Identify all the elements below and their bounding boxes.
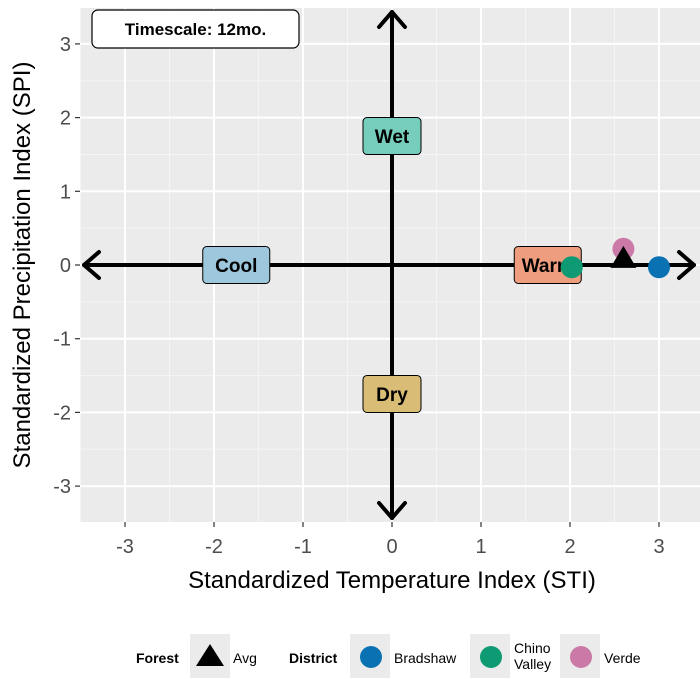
quadrant-axes bbox=[82, 10, 696, 520]
axis-ticks: -3 -2 -1 0 1 2 3 3 2 1 0 -1 -2 -3 bbox=[53, 34, 664, 558]
legend-circle-icon-chino-valley bbox=[480, 646, 502, 668]
quadrant-label-dry: Dry bbox=[376, 385, 408, 406]
legend: Forest Avg District Bradshaw Chino Valley… bbox=[136, 634, 641, 678]
legend-title-district: District bbox=[289, 650, 338, 666]
point-avg bbox=[610, 245, 637, 268]
point-bradshaw bbox=[648, 256, 670, 279]
quadrant-label-cool: Cool bbox=[215, 256, 257, 277]
y-axis-title: Standardized Precipitation Index (SPI) bbox=[9, 62, 36, 469]
y-tick-label: -2 bbox=[53, 402, 71, 424]
timescale-annotation: Timescale: 12mo. bbox=[91, 9, 300, 49]
x-axis-title: Standardized Temperature Index (STI) bbox=[188, 567, 596, 594]
y-tick-label: -3 bbox=[53, 476, 71, 498]
point-chino-valley bbox=[560, 256, 583, 279]
legend-triangle-icon bbox=[196, 644, 224, 666]
x-tick-label: -1 bbox=[294, 536, 312, 558]
y-tick-label: 3 bbox=[60, 34, 71, 56]
quadrant-label-box-cool bbox=[202, 246, 271, 284]
y-tick-label: 0 bbox=[60, 255, 71, 277]
quadrant-label-wet: Wet bbox=[375, 127, 410, 148]
x-tick-label: 3 bbox=[653, 536, 664, 558]
quadrant-label-warm: Warm bbox=[522, 256, 574, 277]
timescale-label: Timescale: 12mo. bbox=[125, 20, 266, 39]
arrow-right-icon bbox=[677, 250, 696, 280]
arrow-down-icon bbox=[377, 501, 407, 520]
legend-circle-icon-bradshaw bbox=[360, 646, 382, 668]
legend-label-chino-valley-line: Valley bbox=[514, 656, 551, 672]
arrow-left-icon bbox=[82, 250, 101, 280]
x-tick-label: -2 bbox=[205, 536, 223, 558]
x-tick-label: 2 bbox=[564, 536, 575, 558]
x-tick-label: 1 bbox=[475, 536, 486, 558]
legend-label-chino-valley: Chino Valley bbox=[514, 640, 551, 672]
quadrant-labels: Wet Dry Cool Warm bbox=[202, 117, 582, 413]
legend-title-forest: Forest bbox=[136, 650, 179, 666]
y-tick-label: 2 bbox=[60, 108, 71, 130]
legend-label-chino-valley-line: Chino bbox=[514, 640, 551, 656]
legend-label-verde: Verde bbox=[604, 650, 641, 666]
legend-label-avg: Avg bbox=[233, 650, 257, 666]
y-tick-label: -1 bbox=[53, 329, 71, 351]
legend-label-bradshaw: Bradshaw bbox=[394, 650, 457, 666]
quadrant-label-box-wet bbox=[362, 117, 422, 156]
data-points bbox=[560, 237, 670, 279]
y-tick-label: 1 bbox=[60, 181, 71, 203]
legend-circle-icon-verde bbox=[570, 646, 592, 668]
x-tick-label: -3 bbox=[116, 536, 134, 558]
x-tick-label: 0 bbox=[386, 536, 397, 558]
arrow-up-icon bbox=[377, 10, 407, 29]
quadrant-label-box-dry bbox=[362, 374, 422, 413]
